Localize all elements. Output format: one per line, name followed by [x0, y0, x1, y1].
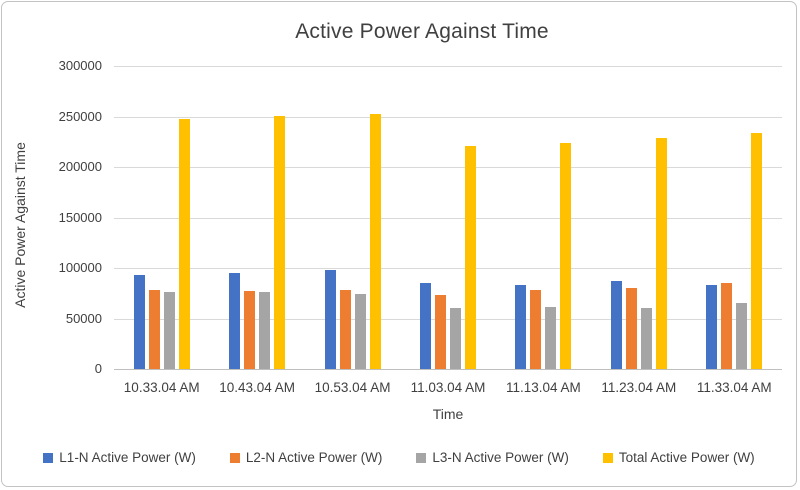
- legend-swatch-icon: [229, 452, 240, 463]
- y-tick-label: 150000: [58, 210, 102, 225]
- bar-series-3: [640, 308, 652, 369]
- bar-series-2: [721, 283, 733, 369]
- bar-series-3: [259, 292, 271, 369]
- y-tick-label: 50000: [65, 311, 102, 326]
- bar-series-1: [419, 283, 431, 369]
- bar-group: [591, 66, 686, 369]
- gridline: [114, 167, 782, 168]
- x-tick-label: 10.53.04 AM: [314, 380, 391, 395]
- bar-series-1: [610, 281, 622, 369]
- chart-title: Active Power Against Time: [295, 20, 549, 43]
- bar-series-3: [545, 307, 557, 369]
- bar-group: [114, 66, 209, 369]
- bar-series-2: [148, 290, 160, 369]
- x-axis-title: Time: [432, 406, 464, 422]
- bar-series-1: [133, 275, 145, 369]
- x-tick-label: 10.33.04 AM: [123, 380, 200, 395]
- bar-series-2: [244, 291, 256, 369]
- y-tick-label: 250000: [58, 109, 102, 124]
- legend-label: L2-N Active Power (W): [245, 450, 383, 465]
- bar-series-4: [560, 143, 572, 369]
- legend-swatch-icon: [416, 452, 427, 463]
- legend-swatch-icon: [602, 452, 613, 463]
- y-tick-label: 300000: [58, 58, 102, 73]
- x-axis-line: [114, 369, 782, 370]
- bar-series-1: [515, 285, 527, 369]
- y-axis-title: Active Power Against Time: [12, 142, 28, 308]
- bar-series-2: [434, 295, 446, 369]
- bar-series-1: [324, 270, 336, 369]
- bar-group: [496, 66, 591, 369]
- plot-area: [114, 66, 782, 370]
- bar-series-4: [274, 116, 286, 369]
- bar-series-4: [655, 138, 667, 369]
- y-tick-label: 100000: [58, 260, 102, 275]
- legend-item: L2-N Active Power (W): [229, 450, 383, 465]
- bar-series-4: [369, 114, 381, 369]
- x-tick-label: 11.23.04 AM: [601, 380, 677, 395]
- bar-series-2: [625, 288, 637, 369]
- bar-series-3: [736, 303, 748, 369]
- legend-label: L1-N Active Power (W): [59, 450, 196, 465]
- x-tick-label: 11.13.04 AM: [505, 380, 581, 395]
- bar-group: [687, 66, 782, 369]
- legend: L1-N Active Power (W) L2-N Active Power (…: [2, 450, 796, 465]
- bar-series-3: [354, 294, 366, 369]
- bar-group: [209, 66, 304, 369]
- bar-series-1: [706, 285, 718, 369]
- legend-swatch-icon: [43, 452, 54, 463]
- legend-label: Total Active Power (W): [618, 450, 755, 465]
- bar-series-3: [163, 292, 175, 369]
- x-tick-label: 10.43.04 AM: [219, 380, 296, 395]
- gridline: [114, 117, 782, 118]
- bar-groups: [114, 66, 782, 369]
- x-tick-label: 11.33.04 AM: [696, 380, 772, 395]
- x-tick-label: 11.03.04 AM: [410, 380, 486, 395]
- gridline: [114, 319, 782, 320]
- y-tick-label: 200000: [58, 159, 102, 174]
- bar-group: [305, 66, 400, 369]
- bar-series-4: [178, 119, 190, 369]
- legend-item: L1-N Active Power (W): [43, 450, 196, 465]
- legend-item: Total Active Power (W): [602, 450, 755, 465]
- bar-series-1: [229, 273, 241, 369]
- bar-series-2: [530, 290, 542, 369]
- bar-series-4: [464, 146, 476, 369]
- bar-series-3: [449, 308, 461, 369]
- y-tick-label: 0: [94, 361, 102, 376]
- bar-series-4: [751, 133, 763, 369]
- gridline: [114, 218, 782, 219]
- x-axis-tick-labels: 10.33.04 AM 10.43.04 AM 10.53.04 AM 11.03.0…: [114, 380, 782, 395]
- legend-label: L3-N Active Power (W): [432, 450, 569, 465]
- bar-series-2: [339, 290, 351, 369]
- legend-item: L3-N Active Power (W): [416, 450, 569, 465]
- gridline: [114, 268, 782, 269]
- gridline: [114, 66, 782, 67]
- bar-group: [400, 66, 495, 369]
